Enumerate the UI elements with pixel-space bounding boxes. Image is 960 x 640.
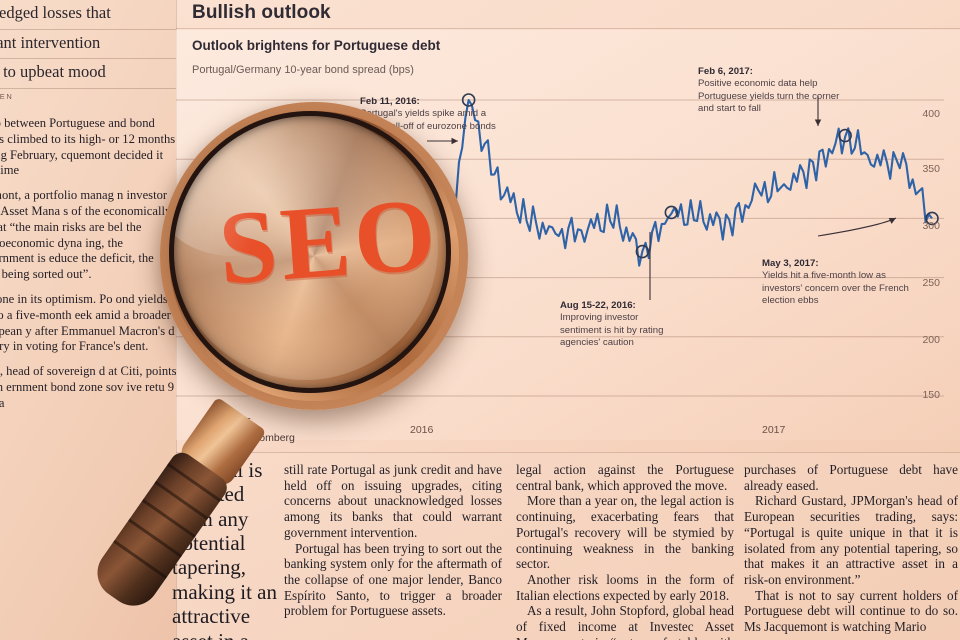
left-body-text: e gap between Portuguese and bond yields…	[0, 116, 180, 421]
annotation-date: Aug 15-22, 2016:	[560, 300, 636, 311]
paragraph: still rate Portugal as junk credit and h…	[284, 462, 502, 540]
page-headline: Bullish outlook	[192, 2, 331, 23]
annotation-text: Improving investor sentiment is hit by r…	[560, 312, 664, 348]
annotation-date: Feb 6, 2017:	[698, 66, 753, 77]
paragraph: purchases of Portuguese debt have alread…	[744, 462, 958, 493]
paragraph: That is not to say current holders of Po…	[744, 587, 958, 635]
body-column-3: legal action against the Portuguese cent…	[516, 462, 734, 640]
annotation-feb-6-2017: Feb 6, 2017: Positive economic data help…	[698, 66, 848, 115]
body-column-4: purchases of Portuguese debt have alread…	[744, 462, 958, 635]
left-paragraph: quemont, a portfolio manag n investor CP…	[0, 188, 172, 282]
magnifying-glass: SEO	[87, 92, 468, 616]
paragraph: More than a year on, the legal action is…	[516, 493, 734, 572]
headline-rule	[176, 28, 960, 29]
paragraph: As a result, John Stopford, global head …	[516, 603, 734, 640]
annotation-text: Positive economic data help Portuguese y…	[698, 78, 840, 114]
paragraph: Another risk looms in the form of Italia…	[516, 571, 734, 603]
y-tick-400: 400	[922, 108, 940, 120]
left-headline-2: warrant intervention	[0, 30, 176, 60]
magnifier-inner-ring	[169, 111, 451, 393]
left-paragraph: ot alone in its optimism. Po ond yields …	[0, 291, 175, 354]
left-paragraph: rown, head of sovereign d at Citi, point…	[0, 364, 177, 410]
body-column-2: still rate Portugal as junk credit and h…	[284, 462, 502, 619]
y-tick-250: 250	[922, 277, 940, 289]
annotation-date: Feb 11, 2016:	[360, 96, 420, 107]
chart-subtitle: Portugal/Germany 10-year bond spread (bp…	[192, 64, 414, 76]
annotation-text: Yields hit a five-month low as investors…	[762, 270, 909, 306]
x-tick-2017: 2017	[762, 424, 786, 436]
y-tick-150: 150	[922, 389, 940, 401]
chart-title: Outlook brightens for Portuguese debt	[192, 38, 441, 53]
section-divider	[176, 452, 960, 453]
x-tick-2016: 2016	[410, 424, 434, 436]
data-point-markers	[461, 93, 939, 259]
left-headlines: nowledged losses that warrant interventi…	[0, 0, 176, 90]
left-headline-1: nowledged losses that	[0, 0, 176, 30]
bottom-story-background	[176, 452, 960, 640]
annotation-may-3-2017: May 3, 2017: Yields hit a five-month low…	[762, 258, 912, 307]
left-paragraph: e gap between Portuguese and bond yields…	[0, 116, 176, 178]
paragraph: legal action against the Portuguese cent…	[516, 462, 734, 493]
paragraph: Richard Gustard, JPMorgan's head of Euro…	[744, 493, 958, 587]
annotation-aug-2016: Aug 15-22, 2016: Improving investor sent…	[560, 300, 682, 349]
y-tick-200: 200	[922, 334, 940, 346]
left-byline: LEN	[0, 92, 14, 101]
y-tick-300: 300	[922, 220, 940, 232]
annotation-feb-11-2016: Feb 11, 2016: Portugal's yields spike am…	[360, 96, 500, 133]
paragraph: Portugal has been trying to sort out the…	[284, 540, 502, 619]
annotation-text: Portugal's yields spike amid a wider sel…	[360, 108, 496, 132]
y-tick-350: 350	[922, 163, 940, 175]
annotation-date: May 3, 2017:	[762, 258, 819, 269]
left-headline-3: hreat to upbeat mood	[0, 59, 176, 90]
